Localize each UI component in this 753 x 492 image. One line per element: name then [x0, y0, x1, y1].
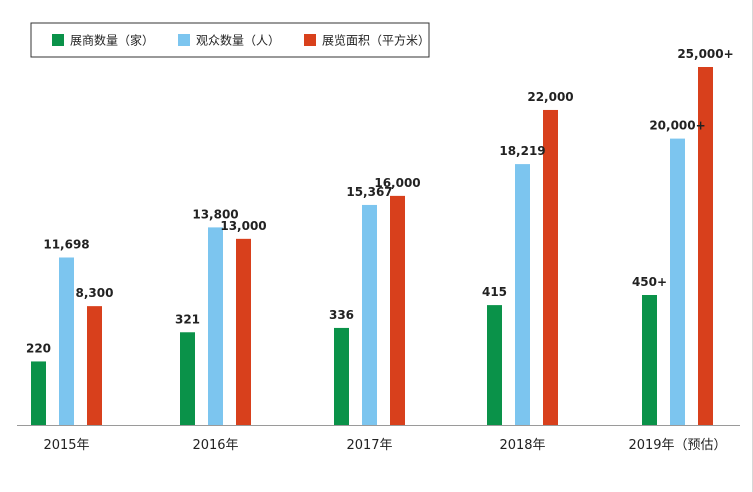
- bar-1-2: [236, 238, 251, 425]
- bar-0-2: [87, 306, 102, 425]
- x-tick-label-2: 2017年: [346, 438, 392, 453]
- legend: 展商数量（家） 观众数量（人） 展览面积（平方米）: [30, 22, 430, 58]
- legend-label-1: 观众数量（人）: [196, 33, 280, 48]
- value-label-4-0: 450+: [632, 275, 667, 289]
- x-tick-label-3: 2018年: [499, 438, 545, 453]
- value-label-2-2: 16,000: [374, 176, 420, 190]
- bar-3-0: [487, 305, 502, 425]
- legend-label-0: 展商数量（家）: [70, 33, 154, 48]
- legend-swatch-0: [52, 34, 64, 46]
- value-label-4-2: 25,000+: [677, 47, 733, 61]
- value-label-3-1: 18,219: [499, 144, 545, 158]
- value-label-0-2: 8,300: [76, 286, 114, 300]
- value-label-1-1: 13,800: [192, 207, 238, 221]
- legend-frame: [30, 22, 430, 58]
- bar-2-1: [362, 204, 377, 425]
- value-label-3-0: 415: [482, 285, 507, 299]
- bar-1-0: [180, 332, 195, 425]
- value-label-2-0: 336: [329, 308, 354, 322]
- x-tick-label-4: 2019年（预估）: [628, 438, 726, 453]
- bar-4-2: [698, 67, 713, 425]
- bar-2-0: [334, 327, 349, 425]
- bar-1-1: [208, 227, 223, 425]
- value-label-0-0: 220: [26, 341, 51, 355]
- bar-3-1: [515, 164, 530, 425]
- bar-3-2: [543, 109, 558, 426]
- legend-label-2: 展览面积（平方米）: [322, 33, 430, 48]
- value-label-0-1: 11,698: [43, 237, 89, 251]
- bar-0-1: [59, 257, 74, 425]
- value-label-3-2: 22,000: [527, 90, 573, 104]
- bar-0-0: [31, 361, 46, 425]
- legend-swatch-2: [304, 34, 316, 46]
- value-label-4-1: 20,000+: [649, 119, 705, 133]
- bar-4-1: [670, 138, 685, 425]
- x-tick-label-0: 2015年: [43, 438, 89, 453]
- bar-2-2: [390, 195, 405, 425]
- value-label-1-2: 13,000: [220, 219, 266, 233]
- value-label-1-0: 321: [175, 312, 200, 326]
- x-tick-label-1: 2016年: [192, 438, 238, 453]
- legend-swatch-1: [178, 34, 190, 46]
- bar-4-0: [642, 295, 657, 425]
- value-label-2-1: 15,367: [346, 185, 392, 199]
